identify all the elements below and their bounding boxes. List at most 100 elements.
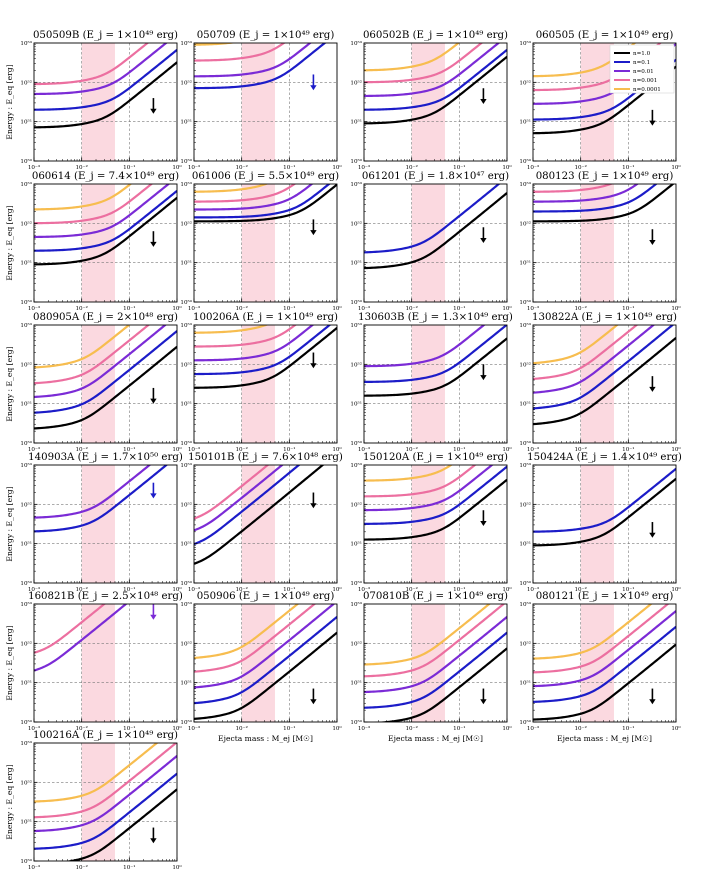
y-tick-label: 10⁵³ bbox=[20, 181, 32, 188]
x-tick-label: 10⁻³ bbox=[527, 446, 539, 453]
x-tick-label: 10⁰ bbox=[502, 164, 512, 171]
x-tick-label: 10⁰ bbox=[671, 305, 681, 312]
x-tick-label: 10⁰ bbox=[172, 586, 182, 593]
series-line-n-0.1 bbox=[364, 465, 507, 525]
y-tick-label: 10⁵¹ bbox=[519, 401, 531, 408]
shaded-mass-region bbox=[411, 465, 445, 583]
upper-limit-arrowhead bbox=[150, 493, 157, 499]
x-tick-label: 10⁻¹ bbox=[283, 586, 295, 593]
axes-frame bbox=[532, 324, 677, 444]
series-line-n-1.0 bbox=[64, 788, 177, 861]
x-axis-label: Ejecta mass : M_ej [M☉] bbox=[557, 734, 652, 743]
x-tick-label: 10⁰ bbox=[172, 305, 182, 312]
x-axis-label: Ejecta mass : M_ej [M☉] bbox=[388, 734, 483, 743]
x-tick-label: 10⁻¹ bbox=[622, 725, 634, 732]
y-tick-label: 10⁵⁰ bbox=[180, 580, 192, 587]
y-tick-label: 10⁵³ bbox=[519, 40, 531, 47]
axes-frame bbox=[33, 603, 178, 723]
y-tick-label: 10⁵⁰ bbox=[519, 440, 531, 447]
y-tick-label: 10⁵¹ bbox=[180, 680, 192, 687]
axes-frame bbox=[193, 324, 338, 444]
series-line-n-0.1 bbox=[533, 184, 658, 213]
y-tick-label: 10⁵² bbox=[350, 501, 362, 508]
series-line-n-0.0001 bbox=[194, 43, 237, 46]
upper-limit-arrowhead bbox=[150, 241, 157, 247]
series-line-n-0.01 bbox=[364, 616, 507, 694]
y-tick-label: 10⁵¹ bbox=[350, 119, 362, 126]
series-line-n-1.0 bbox=[364, 337, 507, 397]
series-line-n-0.01 bbox=[34, 755, 177, 833]
y-tick-label: 10⁵³ bbox=[180, 40, 192, 47]
series-line-n-0.1 bbox=[194, 184, 331, 219]
y-tick-label: 10⁵⁰ bbox=[180, 719, 192, 726]
x-tick-label: 10⁰ bbox=[502, 586, 512, 593]
x-tick-label: 10⁻² bbox=[76, 864, 88, 871]
upper-limit-arrowhead bbox=[150, 398, 157, 404]
upper-limit-arrowhead bbox=[480, 520, 487, 526]
series-line-n-0.1 bbox=[194, 325, 332, 376]
x-tick-label: 10⁻² bbox=[76, 586, 88, 593]
panel-title: 061201 (E_j = 1.8×10⁴⁷ erg) bbox=[362, 170, 509, 182]
y-tick-label: 10⁵⁰ bbox=[20, 440, 32, 447]
y-tick-label: 10⁵⁰ bbox=[180, 299, 192, 306]
x-tick-label: 10⁰ bbox=[671, 586, 681, 593]
x-tick-label: 10⁻³ bbox=[527, 305, 539, 312]
series-line-n-0.01 bbox=[194, 43, 312, 78]
upper-limit-arrowhead bbox=[310, 363, 317, 369]
series-line-n-0.01 bbox=[194, 184, 314, 211]
y-tick-label: 10⁵⁰ bbox=[20, 580, 32, 587]
x-tick-label: 10⁻¹ bbox=[123, 305, 135, 312]
series-line-n-0.1 bbox=[364, 48, 507, 111]
y-tick-label: 10⁵⁰ bbox=[20, 858, 32, 865]
y-tick-label: 10⁵⁰ bbox=[519, 719, 531, 726]
y-tick-label: 10⁵¹ bbox=[350, 680, 362, 687]
series-line-n-0.001 bbox=[533, 325, 639, 381]
x-tick-label: 10⁻³ bbox=[188, 164, 200, 171]
series-line-n-0.1 bbox=[364, 184, 501, 254]
upper-limit-arrowhead bbox=[310, 230, 317, 236]
axes-frame bbox=[363, 42, 508, 162]
y-tick-label: 10⁵¹ bbox=[519, 260, 531, 267]
x-tick-label: 10⁻³ bbox=[188, 305, 200, 312]
shaded-mass-region bbox=[580, 325, 614, 443]
series-line-n-0.0001 bbox=[533, 43, 637, 78]
series-line-n-0.001 bbox=[34, 184, 154, 225]
series-line-n-0.001 bbox=[194, 184, 297, 203]
series-line-n-0.1 bbox=[364, 325, 507, 384]
x-tick-label: 10⁻¹ bbox=[123, 586, 135, 593]
y-tick-label: 10⁵³ bbox=[350, 601, 362, 608]
y-tick-label: 10⁵³ bbox=[20, 462, 32, 469]
y-tick-label: 10⁵⁰ bbox=[20, 299, 32, 306]
y-tick-label: 10⁵⁰ bbox=[20, 158, 32, 165]
shaded-mass-region bbox=[580, 465, 614, 583]
panel-title: 150120A (E_j = 1×10⁴⁹ erg) bbox=[363, 451, 508, 463]
series-line-n-1.0 bbox=[533, 477, 676, 547]
shaded-mass-region bbox=[81, 325, 115, 443]
upper-limit-arrowhead bbox=[150, 108, 157, 114]
y-tick-label: 10⁵² bbox=[519, 361, 531, 368]
upper-limit-arrowhead bbox=[480, 375, 487, 381]
x-tick-label: 10⁻² bbox=[406, 446, 418, 453]
axes-frame bbox=[363, 183, 508, 303]
y-axis-label: Energy : E_eq [erg] bbox=[5, 486, 14, 561]
upper-limit-arrowhead bbox=[480, 98, 487, 104]
x-tick-label: 10⁻³ bbox=[527, 164, 539, 171]
panel-title: 080905A (E_j = 2×10⁴⁸ erg) bbox=[33, 311, 178, 323]
shaded-mass-region bbox=[241, 604, 275, 722]
x-tick-label: 10⁻³ bbox=[188, 725, 200, 732]
x-tick-label: 10⁻² bbox=[76, 446, 88, 453]
y-tick-label: 10⁵³ bbox=[20, 322, 32, 329]
y-tick-label: 10⁵⁰ bbox=[519, 299, 531, 306]
y-tick-label: 10⁵³ bbox=[519, 181, 531, 188]
y-tick-label: 10⁵¹ bbox=[519, 680, 531, 687]
series-line-n-0.01 bbox=[364, 43, 501, 98]
series-line-n-1.0 bbox=[34, 345, 177, 430]
x-tick-label: 10⁻³ bbox=[28, 305, 40, 312]
x-tick-label: 10⁻² bbox=[76, 164, 88, 171]
